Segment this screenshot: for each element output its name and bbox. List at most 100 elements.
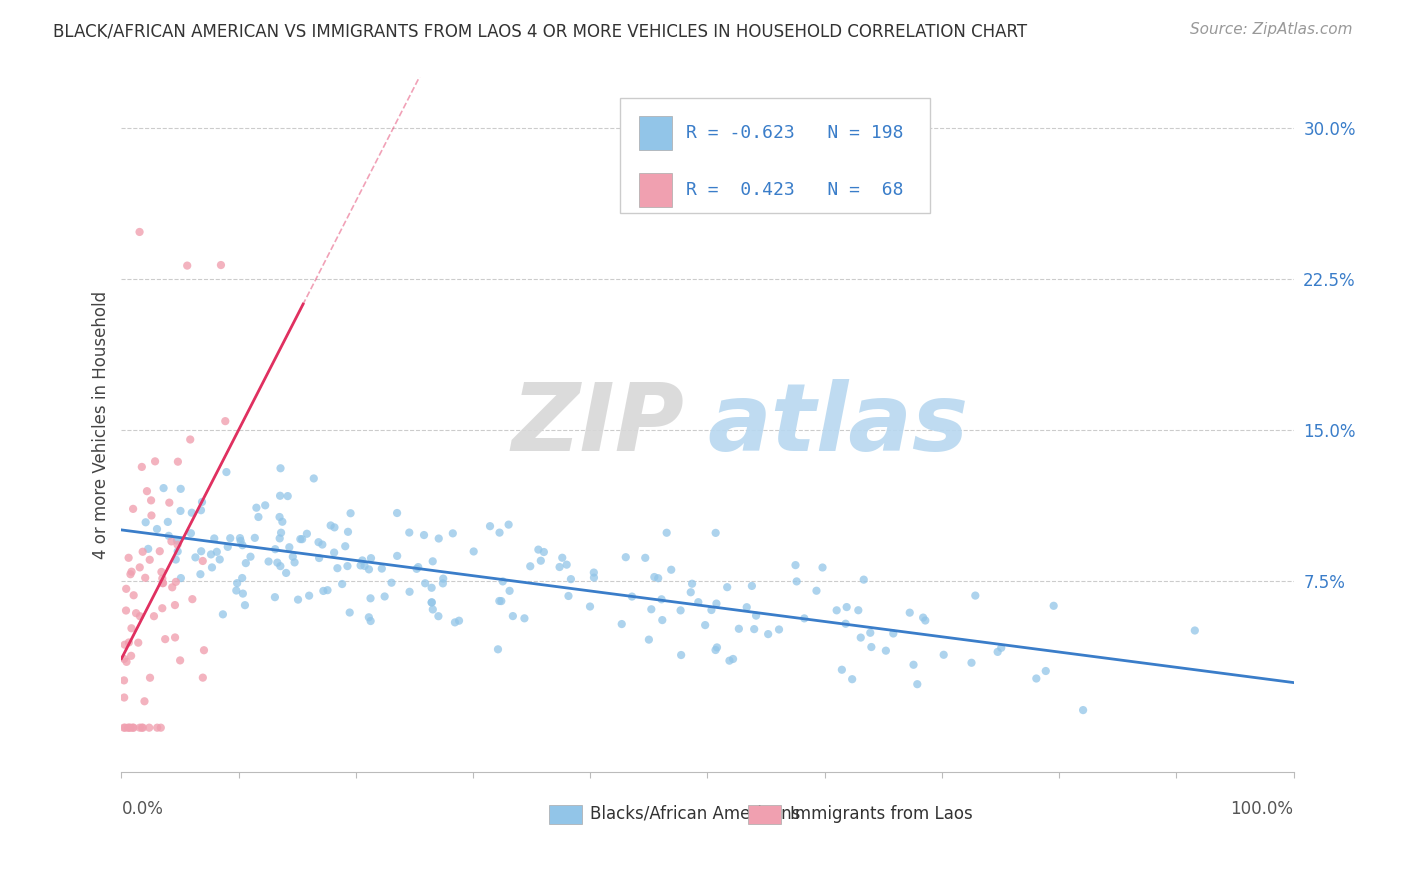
Point (834, 616, 856, 631)
Point (143, 454, 166, 468)
Point (427, 532, 450, 546)
Point (191, 495, 214, 509)
Point (120, 567, 142, 582)
Point (579, 599, 602, 614)
Point (209, 258, 232, 272)
Point (181, 592, 204, 607)
Point (308, 551, 330, 566)
FancyBboxPatch shape (620, 98, 931, 213)
Point (786, 574, 808, 589)
Point (420, 595, 443, 609)
Point (875, 643, 897, 657)
Point (651, 592, 673, 607)
Point (138, 553, 160, 567)
Point (308, 535, 330, 549)
Point (756, 627, 779, 641)
Point (651, 613, 673, 627)
Point (479, 519, 502, 533)
Point (413, 576, 436, 591)
Point (208, 552, 231, 566)
Point (157, 496, 180, 510)
Point (257, 554, 280, 568)
Point (235, 556, 257, 570)
Point (264, 542, 287, 557)
Point (486, 642, 509, 657)
Point (659, 563, 682, 577)
Point (498, 583, 520, 598)
Point (278, 540, 301, 554)
Point (271, 515, 294, 529)
Point (122, 588, 145, 602)
Point (582, 566, 605, 580)
Point (264, 590, 287, 604)
Point (316, 583, 339, 598)
Point (269, 532, 291, 546)
Point (555, 558, 578, 572)
Point (849, 631, 872, 645)
Point (152, 576, 174, 591)
Point (841, 672, 863, 686)
Text: Immigrants from Laos: Immigrants from Laos (790, 805, 973, 822)
Point (420, 581, 443, 595)
Point (319, 518, 342, 533)
Point (281, 549, 304, 564)
Point (846, 603, 869, 617)
Point (447, 614, 470, 628)
Point (231, 571, 253, 585)
Point (115, 582, 138, 596)
Point (903, 657, 925, 672)
Point (932, 648, 955, 662)
Point (231, 538, 253, 552)
Point (129, 609, 152, 624)
Text: BLACK/AFRICAN AMERICAN VS IMMIGRANTS FROM LAOS 4 OR MORE VEHICLES IN HOUSEHOLD C: BLACK/AFRICAN AMERICAN VS IMMIGRANTS FRO… (53, 22, 1028, 40)
Point (323, 520, 346, 534)
Point (441, 526, 464, 541)
Point (718, 654, 741, 668)
Point (882, 626, 904, 640)
Point (311, 537, 333, 551)
Point (385, 506, 408, 520)
Bar (640, 116, 672, 150)
Point (811, 560, 834, 574)
Point (170, 571, 193, 585)
Point (560, 572, 582, 586)
Point (112, 673, 135, 688)
Point (1071, 703, 1094, 717)
Point (831, 663, 853, 677)
Point (152, 576, 174, 591)
Point (152, 481, 174, 495)
Point (162, 580, 184, 594)
Point (422, 554, 444, 568)
Text: ZIP: ZIP (512, 379, 685, 471)
Point (165, 574, 187, 589)
Point (339, 606, 361, 620)
Point (118, 721, 141, 735)
Point (700, 603, 723, 617)
Point (330, 577, 353, 591)
Point (960, 656, 983, 670)
Point (620, 590, 643, 604)
Point (167, 455, 190, 469)
Point (254, 499, 277, 513)
Point (166, 538, 188, 552)
Point (205, 545, 228, 559)
Point (229, 533, 252, 548)
Point (269, 489, 291, 503)
Point (825, 603, 848, 617)
Point (768, 623, 790, 637)
Point (912, 610, 935, 624)
Point (270, 461, 292, 475)
Point (180, 506, 202, 520)
Point (128, 225, 150, 239)
Point (184, 550, 207, 565)
Point (146, 721, 169, 735)
Point (640, 602, 662, 616)
Point (323, 545, 346, 559)
Point (398, 584, 420, 599)
Point (374, 590, 396, 604)
Point (139, 493, 162, 508)
Point (793, 611, 815, 625)
Point (302, 471, 325, 485)
Point (165, 552, 187, 566)
Point (190, 503, 212, 517)
